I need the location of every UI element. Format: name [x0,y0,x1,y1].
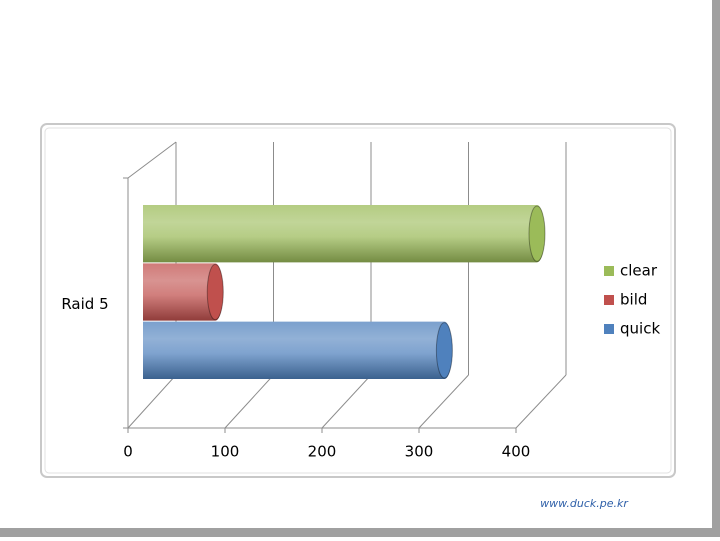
chart-frame-inner [44,127,672,474]
grid-line [224,374,274,429]
cylinder-bar [143,263,224,321]
bar-cap [528,205,546,262]
x-tick-label: 100 [211,443,240,461]
bar-body [143,321,453,379]
grid-line [515,374,567,429]
x-tick-label: 200 [308,443,337,461]
legend-label: bild [620,291,647,309]
bar-body [143,263,224,321]
legend-swatch [604,295,614,305]
legend-swatch [604,324,614,334]
x-tick-label: 400 [502,443,531,461]
cylinder-bar [143,205,546,263]
legend-label: quick [620,320,660,338]
bar-cap [435,322,453,379]
grid-line [418,374,469,429]
bar-cap [206,263,224,321]
bar-body [143,205,545,263]
grid-line [127,374,177,429]
legend-swatch [604,266,614,276]
x-tick-label: 300 [405,443,434,461]
x-tick-label: 0 [123,443,133,461]
legend-label: clear [620,262,658,280]
plot-area: 0 100 200 300 400 Raid 5 clear bild quick [61,141,660,461]
chart-frame [40,123,676,478]
cylinder-bar [143,321,453,379]
left-wall-top [127,141,177,179]
watermark: www.duck.pe.kr [540,497,629,510]
y-tick-label: Raid 5 [61,295,108,313]
grid-line [321,374,372,429]
